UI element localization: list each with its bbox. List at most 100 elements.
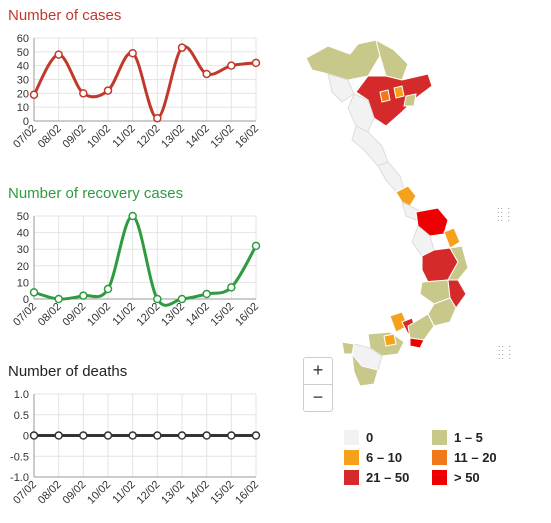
data-point — [179, 44, 186, 51]
data-point — [228, 284, 235, 291]
spratly-islands-marker: :: ::: : — [498, 344, 512, 360]
x-tick-label: 14/02 — [184, 301, 212, 329]
x-tick-label: 12/02 — [135, 301, 163, 329]
data-point — [154, 296, 161, 303]
x-tick-label: 14/02 — [184, 479, 212, 507]
map-region-north-east[interactable] — [376, 40, 408, 80]
x-tick-label: 14/02 — [184, 123, 212, 151]
y-tick-label: 40 — [17, 61, 29, 73]
map-region-kien-giang[interactable] — [342, 342, 354, 354]
legend-label: 1 – 5 — [454, 430, 483, 445]
data-point — [129, 432, 136, 439]
legend-item-21-50: 21 – 50 — [344, 470, 409, 485]
data-point — [253, 59, 260, 66]
data-point — [31, 432, 38, 439]
legend-item-11-20: 11 – 20 — [432, 450, 497, 465]
x-tick-label: 08/02 — [36, 301, 64, 329]
legend-item-over-50: > 50 — [432, 470, 480, 485]
map-region-delta-small-2[interactable] — [380, 90, 390, 102]
data-point — [154, 115, 161, 122]
map-region-delta-small-3[interactable] — [404, 94, 416, 106]
data-point — [203, 70, 210, 77]
data-point — [80, 292, 87, 299]
legend-swatch — [432, 470, 447, 485]
x-tick-label: 10/02 — [85, 123, 113, 151]
x-tick-label: 11/02 — [110, 479, 137, 506]
map-region-north-west[interactable] — [306, 40, 380, 80]
x-tick-label: 08/02 — [36, 479, 64, 507]
x-tick-label: 10/02 — [85, 479, 113, 507]
data-point — [31, 91, 38, 98]
zoom-in-button[interactable]: + — [303, 357, 333, 385]
x-tick-label: 09/02 — [61, 301, 89, 329]
y-tick-label: 30 — [17, 244, 29, 256]
data-point — [129, 213, 136, 220]
x-tick-label: 15/02 — [209, 301, 237, 329]
x-tick-label: 11/02 — [110, 301, 137, 328]
data-point — [154, 432, 161, 439]
map-region-quang-ngai[interactable] — [444, 228, 460, 248]
data-point — [105, 286, 112, 293]
y-tick-label: 0 — [23, 431, 29, 443]
data-point — [179, 432, 186, 439]
data-point — [55, 51, 62, 58]
x-tick-label: 10/02 — [85, 301, 113, 329]
series-line — [34, 216, 256, 305]
data-point — [203, 432, 210, 439]
data-point — [105, 87, 112, 94]
y-tick-label: 50 — [17, 211, 29, 223]
x-tick-label: 07/02 — [11, 123, 39, 151]
data-point — [253, 432, 260, 439]
y-tick-label: 10 — [17, 102, 29, 114]
data-point — [253, 242, 260, 249]
x-tick-label: 08/02 — [36, 123, 64, 151]
y-tick-label: 40 — [17, 228, 29, 240]
data-point — [105, 432, 112, 439]
x-tick-label: 09/02 — [61, 479, 89, 507]
data-point — [31, 289, 38, 296]
data-point — [129, 50, 136, 57]
x-tick-label: 13/02 — [159, 123, 187, 151]
data-point — [80, 90, 87, 97]
legend-item-zero: 0 — [344, 430, 373, 445]
legend-swatch — [344, 470, 359, 485]
paracel-islands-marker: :: ::: : — [497, 206, 511, 222]
x-tick-label: 12/02 — [135, 123, 163, 151]
x-tick-label: 09/02 — [61, 123, 89, 151]
x-tick-label: 12/02 — [135, 479, 163, 507]
legend-label: > 50 — [454, 470, 480, 485]
map-region-mekong-2[interactable] — [384, 334, 396, 346]
legend-label: 0 — [366, 430, 373, 445]
map-region-nghe-an[interactable] — [352, 126, 388, 166]
recovery-chart-title: Number of recovery cases — [8, 185, 183, 202]
x-tick-label: 13/02 — [159, 479, 187, 507]
y-tick-label: 0.5 — [14, 410, 29, 422]
data-point — [228, 62, 235, 69]
deaths-line-chart: -1.0-0.500.51.007/0208/0209/0210/0211/02… — [0, 384, 270, 519]
map-region-hcm[interactable] — [410, 338, 424, 348]
map-region-ha-tinh[interactable] — [378, 162, 404, 192]
legend-swatch — [344, 430, 359, 445]
y-tick-label: 20 — [17, 261, 29, 273]
y-tick-label: 20 — [17, 88, 29, 100]
y-tick-label: 1.0 — [14, 389, 29, 401]
cases-chart-title: Number of cases — [8, 7, 121, 24]
data-point — [179, 296, 186, 303]
vietnam-province-map[interactable] — [298, 36, 468, 396]
data-point — [228, 432, 235, 439]
y-tick-label: -0.5 — [10, 451, 29, 463]
data-point — [203, 291, 210, 298]
data-point — [55, 432, 62, 439]
y-tick-label: 30 — [17, 75, 29, 87]
legend-label: 21 – 50 — [366, 470, 409, 485]
x-tick-label: 16/02 — [233, 123, 261, 151]
legend-label: 11 – 20 — [454, 450, 497, 465]
x-tick-label: 16/02 — [233, 479, 261, 507]
legend-swatch — [432, 450, 447, 465]
cases-line-chart: 010203040506007/0208/0209/0210/0211/0212… — [0, 28, 270, 163]
x-tick-label: 11/02 — [110, 123, 137, 150]
y-tick-label: 10 — [17, 277, 29, 289]
x-tick-label: 15/02 — [209, 123, 237, 151]
zoom-out-button[interactable]: − — [303, 384, 333, 412]
map-region-delta-small-1[interactable] — [394, 86, 404, 98]
